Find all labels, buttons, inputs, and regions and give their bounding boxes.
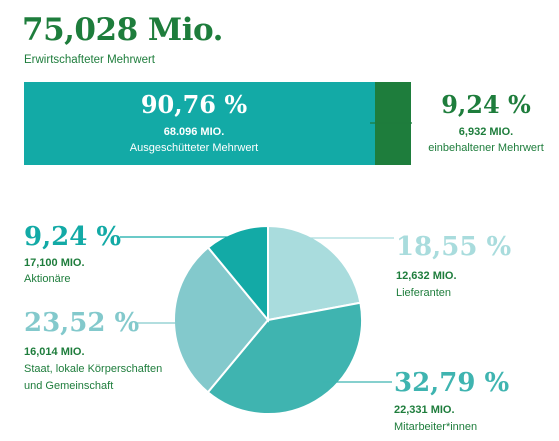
- aktionaere-label: Aktionäre: [24, 273, 71, 285]
- mitarbeiter-amount: 22,331 MIO.: [394, 404, 455, 416]
- pie-slice-lieferanten: [267, 224, 362, 322]
- lieferanten-amount: 12,632 MIO.: [396, 270, 457, 282]
- staat-label-line1: Staat, lokale Körperschaften: [24, 363, 163, 375]
- distributed-segment: [24, 82, 376, 165]
- aktionaere-amount: 17,100 MIO.: [24, 257, 85, 269]
- distributed-label: Ausgeschütteter Mehrwert: [129, 142, 259, 154]
- total-value-label: Erwirtschafteter Mehrwert: [24, 54, 156, 66]
- staat-label-line2: und Gemeinschaft: [24, 380, 114, 392]
- staat-amount: 16,014 MIO.: [24, 346, 85, 358]
- lieferanten-label: Lieferanten: [396, 287, 452, 299]
- retained-label: einbehaltener Mehrwert: [428, 142, 544, 154]
- aktionaere-percent: 9,24 %: [24, 222, 122, 252]
- pie-slice-staat: [173, 246, 270, 394]
- retained-percent: 9,24 %: [441, 90, 531, 119]
- mitarbeiter-percent: 32,79 %: [394, 368, 510, 398]
- pie-slice-aktionaere: [206, 224, 269, 323]
- distributed-amount: 68.096 MIO.: [163, 126, 225, 138]
- staat-percent: 23,52 %: [24, 308, 140, 338]
- lieferanten-percent: 18,55 %: [396, 232, 512, 262]
- retained-amount: 6,932 MIO.: [458, 126, 514, 138]
- mitarbeiter-label: Mitarbeiter*innen: [394, 421, 478, 433]
- total-value-headline: 75,028 Mio.: [22, 12, 223, 48]
- pie-slice-mitarbeiter: [206, 301, 363, 415]
- distributed-percent: 90,76 %: [140, 90, 248, 119]
- pie-slices: [173, 224, 363, 415]
